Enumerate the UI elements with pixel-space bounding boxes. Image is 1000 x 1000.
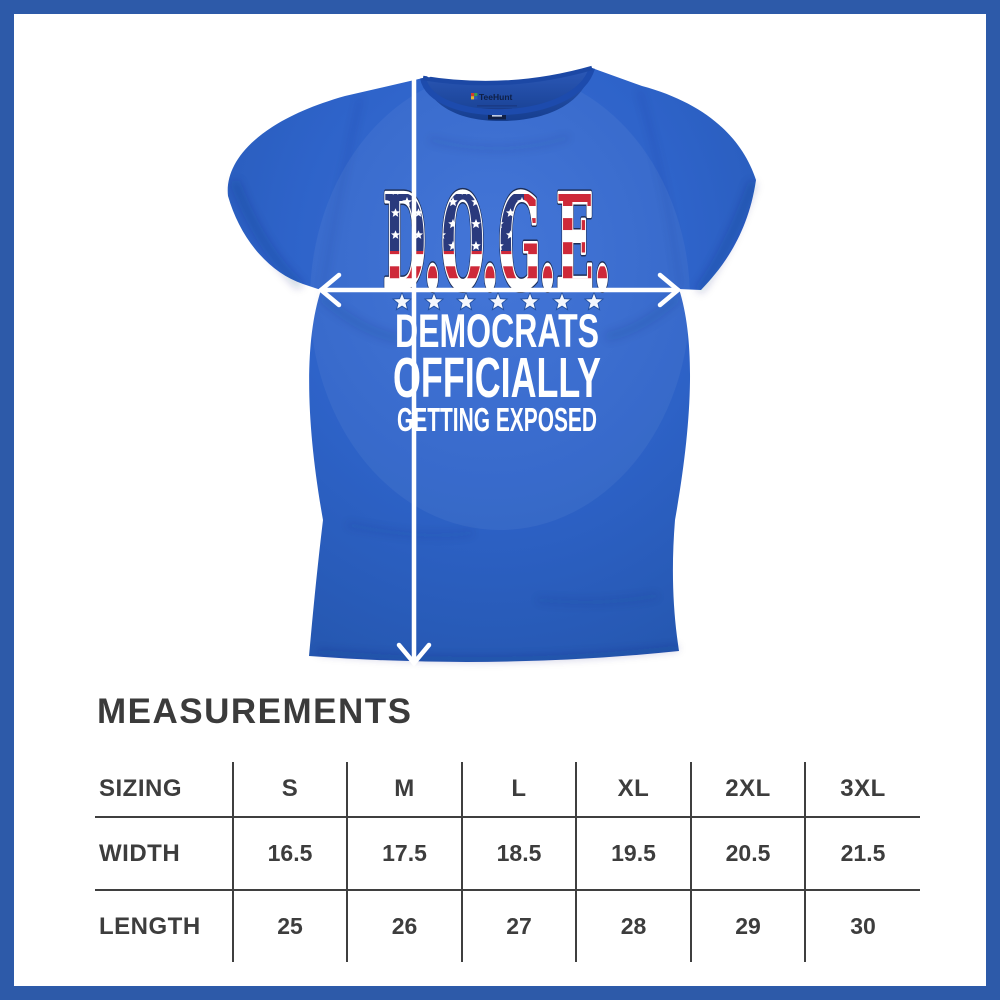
shirt-print: D.O.G.E. D.O.G.E. [370, 164, 630, 439]
col-header-sizing: SIZING [95, 762, 233, 818]
length-l: 27 [461, 890, 576, 962]
col-header-3xl: 3XL [804, 762, 920, 818]
width-measure-arrow [317, 272, 682, 308]
size-table: SIZING S M L XL 2XL 3XL WIDTH 16.5 17.5 … [95, 762, 920, 962]
length-s: 25 [232, 890, 347, 962]
width-row-label: WIDTH [95, 817, 233, 891]
collar-band-front [420, 66, 595, 115]
measurements-heading: MEASUREMENTS [97, 692, 413, 731]
neck-label-brand: TeeHunt [479, 92, 513, 102]
doge-flag-fill [370, 194, 630, 303]
length-m: 26 [346, 890, 462, 962]
width-3xl: 21.5 [804, 817, 920, 891]
width-l: 18.5 [461, 817, 576, 891]
length-row: LENGTH 25 26 27 28 29 30 [95, 890, 920, 962]
col-header-l: L [461, 762, 576, 818]
print-line1: DEMOCRATS [395, 304, 599, 357]
col-header-xl: XL [575, 762, 691, 818]
print-line2: OFFICIALLY [393, 346, 601, 410]
neck-label: TeeHunt [471, 92, 517, 120]
tshirt-mockup: D.O.G.E. TeeHunt [227, 53, 757, 667]
length-3xl: 30 [804, 890, 920, 962]
length-row-label: LENGTH [99, 912, 201, 940]
print-line3: GETTING EXPOSED [397, 402, 597, 439]
collar-band-back [422, 65, 593, 86]
size-table-header-row: SIZING S M L XL 2XL 3XL [95, 762, 920, 818]
width-s: 16.5 [232, 817, 347, 891]
width-xl: 19.5 [575, 817, 691, 891]
col-header-m: M [346, 762, 462, 818]
length-measure-arrow [396, 53, 432, 667]
col-header-2xl: 2XL [690, 762, 805, 818]
length-2xl: 29 [690, 890, 805, 962]
fabric-shading [231, 90, 757, 663]
width-m: 17.5 [346, 817, 462, 891]
width-2xl: 20.5 [690, 817, 805, 891]
col-header-s: S [232, 762, 347, 818]
length-xl: 28 [575, 890, 691, 962]
width-row: WIDTH 16.5 17.5 18.5 19.5 20.5 21.5 [95, 817, 920, 891]
